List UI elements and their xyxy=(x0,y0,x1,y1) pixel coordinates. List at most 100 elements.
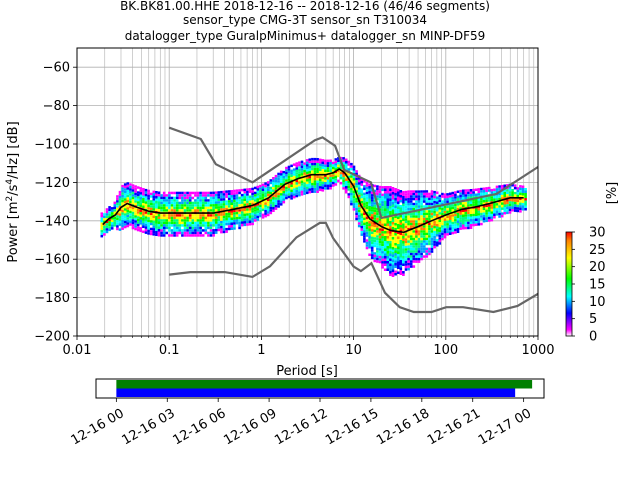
heatmap-cell xyxy=(443,235,447,239)
heatmap-cell xyxy=(441,207,444,211)
heatmap-cell xyxy=(352,193,356,196)
heatmap-cell xyxy=(415,247,418,251)
heatmap-cell xyxy=(368,201,371,204)
heatmap-cell xyxy=(285,166,288,170)
heatmap-cell xyxy=(285,179,288,182)
heatmap-cell xyxy=(506,194,509,197)
heatmap-cell xyxy=(173,209,176,212)
heatmap-cell xyxy=(417,202,421,206)
heatmap-cell xyxy=(376,195,379,198)
heatmap-cell xyxy=(261,188,265,192)
heatmap-cell xyxy=(173,214,176,217)
heatmap-cell xyxy=(433,193,436,196)
heatmap-cell xyxy=(204,214,208,217)
heatmap-cell xyxy=(298,168,301,172)
heatmap-cell xyxy=(391,252,395,255)
x-tick-label: 100 xyxy=(433,343,458,358)
heatmap-cell xyxy=(147,224,150,228)
heatmap-cell xyxy=(376,225,379,228)
heatmap-cell xyxy=(178,214,182,217)
x-axis-label: Period [s] xyxy=(276,364,338,379)
heatmap-cell xyxy=(404,265,408,269)
heatmap-cell xyxy=(404,268,408,271)
heatmap-cell xyxy=(162,191,166,195)
heatmap-cell xyxy=(321,166,325,170)
heatmap-cell xyxy=(220,208,223,211)
heatmap-cell xyxy=(201,199,205,202)
heatmap-cell xyxy=(266,206,270,209)
heatmap-cell xyxy=(305,176,309,180)
heatmap-cell xyxy=(253,219,257,222)
heatmap-cell xyxy=(157,214,161,217)
heatmap-cell xyxy=(136,203,140,207)
heatmap-cell xyxy=(196,206,200,210)
heatmap-cell xyxy=(342,179,345,183)
heatmap-cell xyxy=(386,238,390,241)
heatmap-cell xyxy=(157,196,161,199)
heatmap-cell xyxy=(274,174,278,178)
heatmap-cell xyxy=(334,175,338,179)
heatmap-cell xyxy=(222,230,226,234)
heatmap-cell xyxy=(227,210,231,213)
heatmap-cell xyxy=(217,228,221,232)
heatmap-cell xyxy=(175,231,179,235)
heatmap-cell xyxy=(500,207,504,210)
heatmap-cell xyxy=(201,234,205,237)
heatmap-cell xyxy=(225,222,228,226)
heatmap-cell xyxy=(482,207,486,210)
heatmap-cell xyxy=(472,218,475,222)
heatmap-cell xyxy=(204,224,208,227)
heatmap-cell xyxy=(389,271,392,274)
heatmap-cell xyxy=(282,200,286,204)
heatmap-cell xyxy=(178,231,182,235)
heatmap-cell xyxy=(331,181,335,185)
heatmap-cell xyxy=(430,245,434,248)
heatmap-cell xyxy=(248,213,252,216)
heatmap-cell xyxy=(420,225,423,228)
heatmap-cell xyxy=(103,213,106,216)
heatmap-cell xyxy=(331,176,335,180)
heatmap-cell xyxy=(417,210,421,213)
heatmap-cell xyxy=(157,206,161,209)
heatmap-cell xyxy=(443,233,447,236)
heatmap-cell xyxy=(391,199,395,202)
heatmap-cell xyxy=(409,215,413,218)
heatmap-cell xyxy=(407,245,410,248)
heatmap-cell xyxy=(516,199,520,203)
heatmap-cell xyxy=(389,251,392,254)
heatmap-cell xyxy=(339,164,343,167)
heatmap-cell xyxy=(376,185,379,188)
heatmap-cell xyxy=(409,192,413,196)
heatmap-cell xyxy=(378,245,382,249)
timeline-tick-label: 12-16 09 xyxy=(221,406,279,448)
heatmap-cell xyxy=(110,222,114,225)
heatmap-cell xyxy=(373,229,377,233)
heatmap-cell xyxy=(157,191,161,194)
heatmap-cell xyxy=(129,220,132,224)
heatmap-cell xyxy=(428,217,431,221)
heatmap-cell xyxy=(461,197,465,200)
heatmap-cell xyxy=(103,218,106,221)
heatmap-cell xyxy=(516,192,520,195)
heatmap-cell xyxy=(311,165,314,168)
heatmap-cell xyxy=(194,194,197,197)
heatmap-cell xyxy=(433,190,436,194)
heatmap-cell xyxy=(155,208,158,211)
heatmap-cell xyxy=(305,189,309,192)
heatmap-cell xyxy=(337,179,340,183)
heatmap-cell xyxy=(422,227,426,231)
heatmap-cell xyxy=(277,180,280,183)
heatmap-cell xyxy=(404,205,408,209)
heatmap-cell xyxy=(129,188,132,191)
heatmap-cell xyxy=(477,190,481,194)
heatmap-cell xyxy=(298,173,301,177)
heatmap-cell xyxy=(399,217,403,220)
heatmap-cell xyxy=(344,181,348,184)
heatmap-cell xyxy=(300,190,304,194)
heatmap-cell xyxy=(233,217,236,220)
heatmap-cell xyxy=(446,230,449,234)
heatmap-cell xyxy=(329,159,332,162)
heatmap-cell xyxy=(381,196,384,199)
heatmap-cell xyxy=(303,169,306,173)
heatmap-cell xyxy=(409,205,413,208)
